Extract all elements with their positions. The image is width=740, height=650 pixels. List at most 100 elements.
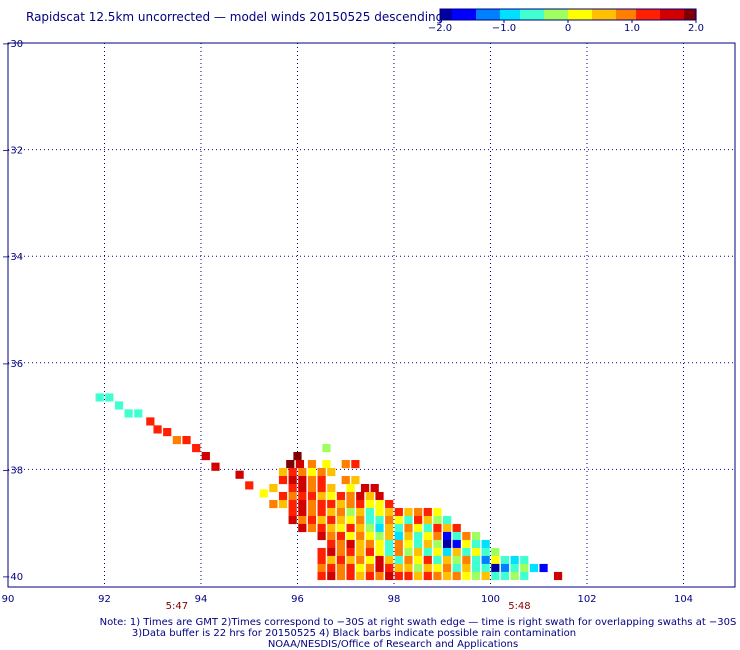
data-cell: [433, 571, 442, 581]
data-cell: [442, 547, 452, 557]
data-cell: [423, 515, 432, 525]
longitude-label: 104: [674, 594, 693, 605]
data-cell: [491, 571, 500, 581]
data-cell: [491, 563, 500, 573]
data-cell: [442, 571, 452, 581]
data-cell: [356, 563, 365, 573]
colorbar-segment: [492, 9, 497, 20]
data-cell: [375, 563, 384, 573]
data-cell: [317, 563, 326, 573]
data-cell: [298, 515, 307, 525]
data-cell: [327, 467, 336, 477]
time-labels: 5:47 5:48: [166, 601, 531, 612]
colorbar-segment: [692, 9, 697, 20]
data-cell: [452, 563, 461, 573]
colorbar-segment: [536, 9, 541, 20]
data-cell: [346, 491, 355, 501]
colorbar-segment: [448, 9, 453, 20]
note-line-1: Note: 1) Times are GMT 2)Times correspon…: [100, 617, 737, 628]
data-cell: [298, 499, 307, 509]
data-cell: [481, 547, 490, 557]
data-cell: [322, 444, 331, 453]
data-cell: [95, 393, 104, 402]
data-cell: [307, 467, 317, 477]
colorbar-segment: [512, 9, 517, 20]
colorbar-segment: [628, 9, 633, 20]
data-cell: [394, 531, 403, 541]
colorbar-segment: [476, 9, 481, 20]
data-cell: [433, 507, 442, 517]
data-cell: [336, 571, 346, 581]
data-cell: [327, 531, 336, 541]
colorbar-segment: [564, 9, 569, 20]
colorbar-segment: [468, 9, 473, 20]
data-cell: [481, 555, 490, 565]
data-cell: [404, 571, 413, 581]
data-cell: [442, 523, 452, 533]
data-cell: [346, 571, 355, 581]
data-cell: [375, 523, 384, 533]
latitude-label: −30: [2, 39, 23, 50]
colorbar-segment: [600, 9, 605, 20]
data-cell: [346, 563, 355, 573]
data-cell: [172, 436, 181, 445]
colorbar-segment: [644, 9, 649, 20]
data-cell: [351, 475, 360, 485]
data-cell: [346, 547, 355, 557]
data-cell: [404, 555, 413, 565]
colorbar-segment: [576, 9, 581, 20]
data-cell: [491, 555, 500, 565]
colorbar-tick-label: 1.0: [624, 23, 640, 34]
data-cell: [298, 507, 307, 517]
colorbar-tick-label: −2.0: [428, 23, 452, 34]
data-cell: [327, 499, 336, 509]
latitude-label: −40: [2, 572, 23, 583]
map-axes: [7, 42, 736, 588]
data-cell: [153, 425, 162, 434]
data-cell: [317, 491, 326, 501]
data-cell: [307, 507, 317, 517]
data-cell: [385, 515, 394, 525]
data-cell: [520, 563, 529, 573]
data-cell: [452, 531, 461, 541]
data-cell: [356, 523, 365, 533]
data-cell: [404, 515, 413, 525]
data-cell: [341, 459, 350, 469]
data-cell: [442, 555, 452, 565]
data-cell: [351, 459, 360, 469]
data-cell: [385, 531, 394, 541]
colorbar-segment: [508, 9, 513, 20]
data-cell: [192, 444, 201, 453]
data-cell: [317, 507, 326, 517]
colorbar-segment: [488, 9, 493, 20]
data-cell: [365, 499, 374, 509]
data-cell: [442, 563, 452, 573]
data-cell: [462, 547, 471, 557]
colorbar-segment: [500, 9, 505, 20]
longitude-label: 98: [388, 594, 401, 605]
data-cell: [414, 515, 423, 525]
colorbar-segment: [540, 9, 545, 20]
data-cell: [385, 523, 394, 533]
data-cell: [346, 507, 355, 517]
data-cell: [500, 555, 510, 565]
data-cell: [317, 523, 326, 533]
data-cell: [404, 531, 413, 541]
data-cell: [529, 563, 539, 573]
data-cell: [414, 563, 423, 573]
data-cell: [327, 563, 336, 573]
data-cell: [510, 563, 519, 573]
data-cell: [510, 555, 519, 565]
latitude-tick-labels: −30 −32 −34 −36 −38 −40: [2, 39, 23, 583]
data-cell: [520, 571, 529, 581]
data-cell: [365, 555, 374, 565]
data-cell: [163, 428, 172, 437]
data-cell: [414, 539, 423, 549]
data-cell: [317, 483, 326, 493]
colorbar-segment: [668, 9, 673, 20]
data-cell: [442, 531, 452, 541]
data-cell: [433, 539, 442, 549]
data-cell: [442, 539, 452, 549]
graticule: [8, 43, 735, 587]
colorbar-segment: [588, 9, 593, 20]
